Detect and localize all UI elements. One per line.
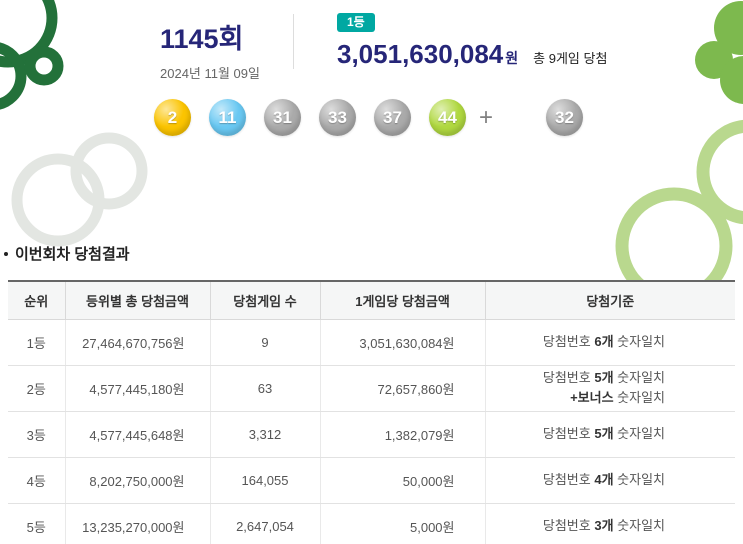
result-row: 1등 27,464,670,756원 9 3,051,630,084원 당첨번호 6개 … <box>8 318 735 366</box>
results-table-header-row: 순위 등위별 총 당첨금액 당첨게임 수 1게임당 당첨금액 당첨기준 <box>8 280 735 320</box>
criteria-cell: 당첨번호 5개 숫자일치 +보너스 숫자일치 <box>484 364 735 412</box>
rank-cell: 4등 <box>8 456 66 504</box>
result-row: 5등 13,235,270,000원 2,647,054 5,000원 당첨번호 3개 … <box>8 502 735 544</box>
main-balls: 2 11 31 33 37 44 <box>154 99 466 136</box>
winning-numbers: 2 11 31 33 37 44 + 32 <box>154 99 584 136</box>
results-table-body: 1등 27,464,670,756원 9 3,051,630,084원 당첨번호 6개 … <box>8 318 735 544</box>
bonus-ball-wrap: 32 <box>546 99 584 136</box>
column-header: 당첨게임 수 <box>209 280 321 320</box>
criteria-cell: 당첨번호 4개 숫자일치 <box>484 456 735 504</box>
game-count-cell: 3,312 <box>209 410 321 458</box>
result-row: 4등 8,202,750,000원 164,055 50,000원 당첨번호 4개 숫자… <box>8 456 735 504</box>
first-prize-amount: 3,051,630,084 <box>337 39 504 69</box>
column-header: 1게임당 당첨금액 <box>319 280 486 320</box>
winner-count-note: 총 9게임 당첨 <box>533 51 608 66</box>
per-game-amount-cell: 1,382,079원 <box>319 410 486 458</box>
rank-cell: 1등 <box>8 318 66 366</box>
rank-cell: 3등 <box>8 410 66 458</box>
game-count-cell: 9 <box>209 318 321 366</box>
game-count-cell: 2,647,054 <box>209 502 321 544</box>
total-amount-cell: 4,577,445,180원 <box>64 364 211 412</box>
winning-ball: 2 <box>154 99 191 136</box>
game-count-cell: 164,055 <box>209 456 321 504</box>
winning-ball: 44 <box>429 99 466 136</box>
currency-unit: 원 <box>505 50 519 66</box>
bonus-ball: 32 <box>546 99 584 136</box>
column-header: 등위별 총 당첨금액 <box>64 280 211 320</box>
total-amount-cell: 13,235,270,000원 <box>64 502 211 544</box>
total-amount-cell: 4,577,445,648원 <box>64 410 211 458</box>
vertical-divider <box>293 14 294 69</box>
results-table: 순위 등위별 총 당첨금액 당첨게임 수 1게임당 당첨금액 당첨기준 1등 27,464… <box>8 280 735 544</box>
result-row: 3등 4,577,445,648원 3,312 1,382,079원 당첨번호 5개 숫… <box>8 410 735 458</box>
criteria-cell: 당첨번호 5개 숫자일치 <box>484 410 735 458</box>
draw-date: 2024년 11월 09일 <box>160 66 260 81</box>
draw-info: 1145회 2024년 11월 09일 <box>160 17 260 82</box>
criteria-cell: 당첨번호 6개 숫자일치 <box>484 318 735 366</box>
criteria-cell: 당첨번호 3개 숫자일치 <box>484 502 735 544</box>
total-amount-cell: 27,464,670,756원 <box>64 318 211 366</box>
rank-cell: 5등 <box>8 502 66 544</box>
per-game-amount-cell: 72,657,860원 <box>319 364 486 412</box>
winning-ball: 11 <box>209 99 246 136</box>
first-prize-info: 1등 3,051,630,084 원 총 9게임 당첨 <box>337 13 607 70</box>
per-game-amount-cell: 5,000원 <box>319 502 486 544</box>
draw-round: 1145회 <box>160 24 244 54</box>
results-section-title: 이번회차 당첨결과 <box>4 243 130 264</box>
winning-ball: 31 <box>264 99 301 136</box>
column-header: 당첨기준 <box>484 280 735 320</box>
column-header: 순위 <box>8 280 66 320</box>
prize-amount-line: 3,051,630,084 원 총 9게임 당첨 <box>337 39 607 70</box>
bullet-icon <box>4 251 8 256</box>
total-amount-cell: 8,202,750,000원 <box>64 456 211 504</box>
plus-icon: + <box>479 103 494 131</box>
result-row: 2등 4,577,445,180원 63 72,657,860원 당첨번호 5개 숫자일… <box>8 364 735 412</box>
per-game-amount-cell: 3,051,630,084원 <box>319 318 486 366</box>
rank-badge: 1등 <box>337 13 375 32</box>
game-count-cell: 63 <box>209 364 321 412</box>
results-title-text: 이번회차 당첨결과 <box>15 246 130 263</box>
rank-cell: 2등 <box>8 364 66 412</box>
winning-ball: 37 <box>374 99 411 136</box>
per-game-amount-cell: 50,000원 <box>319 456 486 504</box>
winning-ball: 33 <box>319 99 356 136</box>
